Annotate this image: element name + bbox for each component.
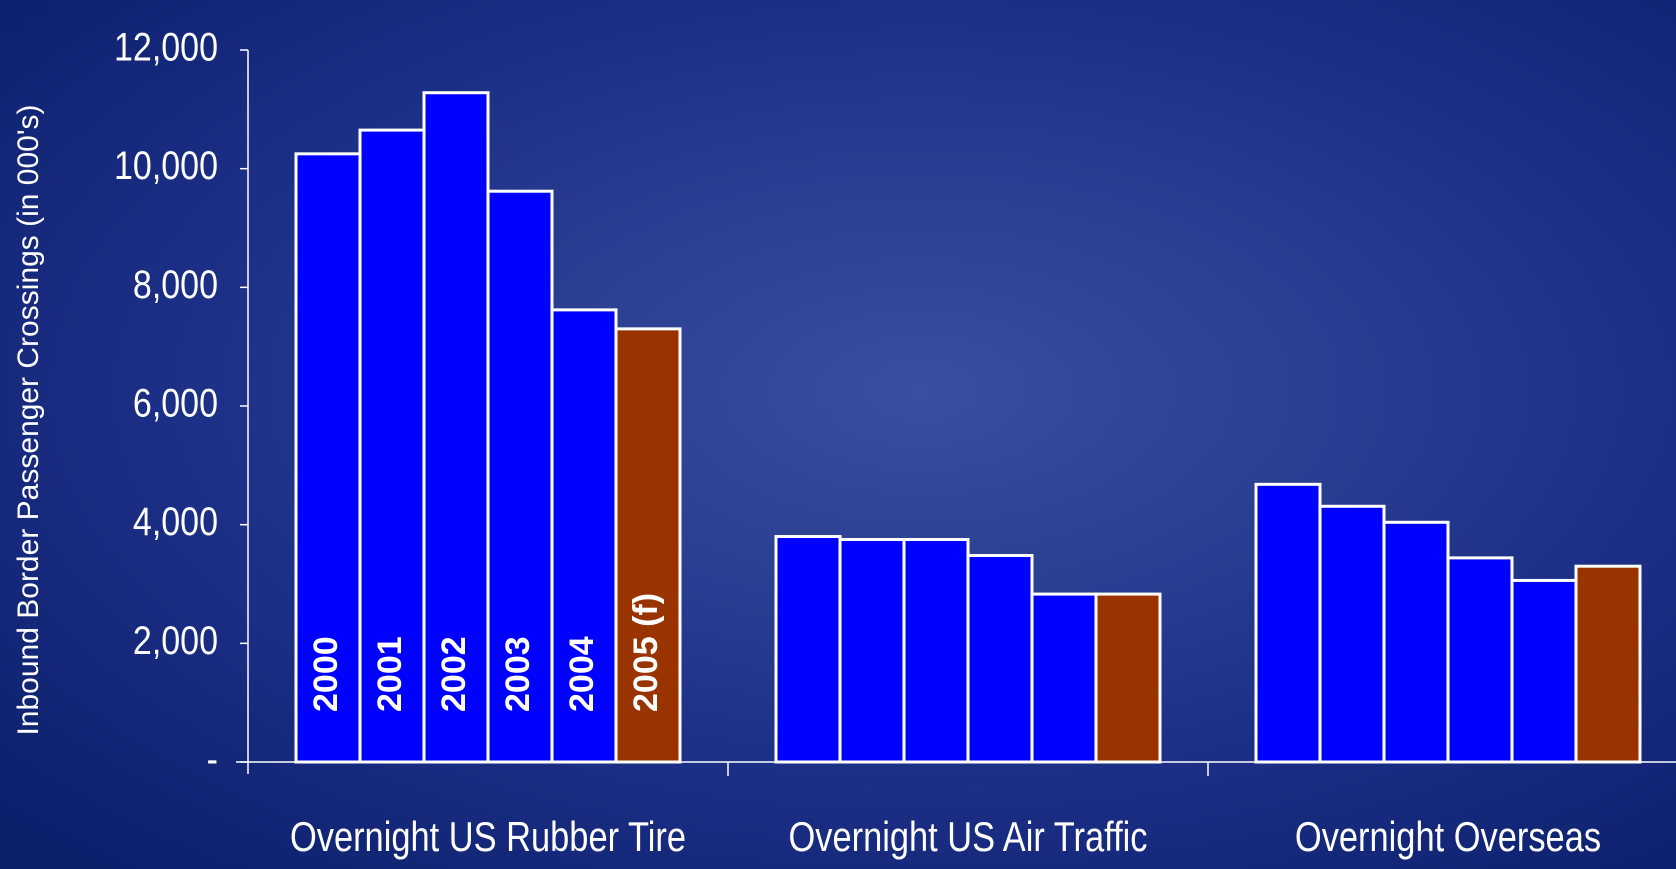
- x-tick-label: Overnight US Air Traffic: [788, 814, 1147, 861]
- series-label: 2003: [499, 636, 537, 712]
- y-tick-label: 12,000: [114, 24, 218, 69]
- bar: [1510, 578, 1578, 764]
- bar: [486, 189, 554, 764]
- bar: [838, 538, 906, 764]
- bar: [614, 327, 682, 764]
- series-label: 2001: [371, 636, 409, 712]
- series-label: 2000: [307, 636, 345, 712]
- y-tick-label: 8,000: [133, 261, 218, 306]
- bar: [1094, 592, 1162, 764]
- y-tick-label: 4,000: [133, 499, 218, 544]
- bar: [294, 152, 362, 764]
- y-tick-label: 2,000: [133, 617, 218, 662]
- y-tick-label: 6,000: [133, 380, 218, 425]
- bar: [1318, 504, 1386, 764]
- bar: [966, 554, 1034, 764]
- bar: [902, 538, 970, 764]
- bar: [774, 535, 842, 764]
- y-axis-label: Inbound Border Passenger Crossings (in 0…: [12, 104, 45, 735]
- series-label: 2002: [435, 636, 473, 712]
- x-tick-label: Overnight US Rubber Tire: [290, 814, 686, 861]
- bar: [422, 91, 490, 764]
- bar: [1574, 564, 1642, 764]
- series-label: 2004: [563, 636, 601, 712]
- bar: [550, 308, 618, 764]
- series-label: 2005 (f): [627, 593, 665, 712]
- y-tick-label: 10,000: [114, 143, 218, 188]
- bar: [1254, 482, 1322, 764]
- bar: [1446, 556, 1514, 764]
- bar: [358, 128, 426, 764]
- bar: [1030, 592, 1098, 764]
- y-tick-label: -: [207, 736, 218, 781]
- x-tick-label: Overnight Overseas: [1295, 814, 1601, 861]
- bar: [1382, 520, 1450, 764]
